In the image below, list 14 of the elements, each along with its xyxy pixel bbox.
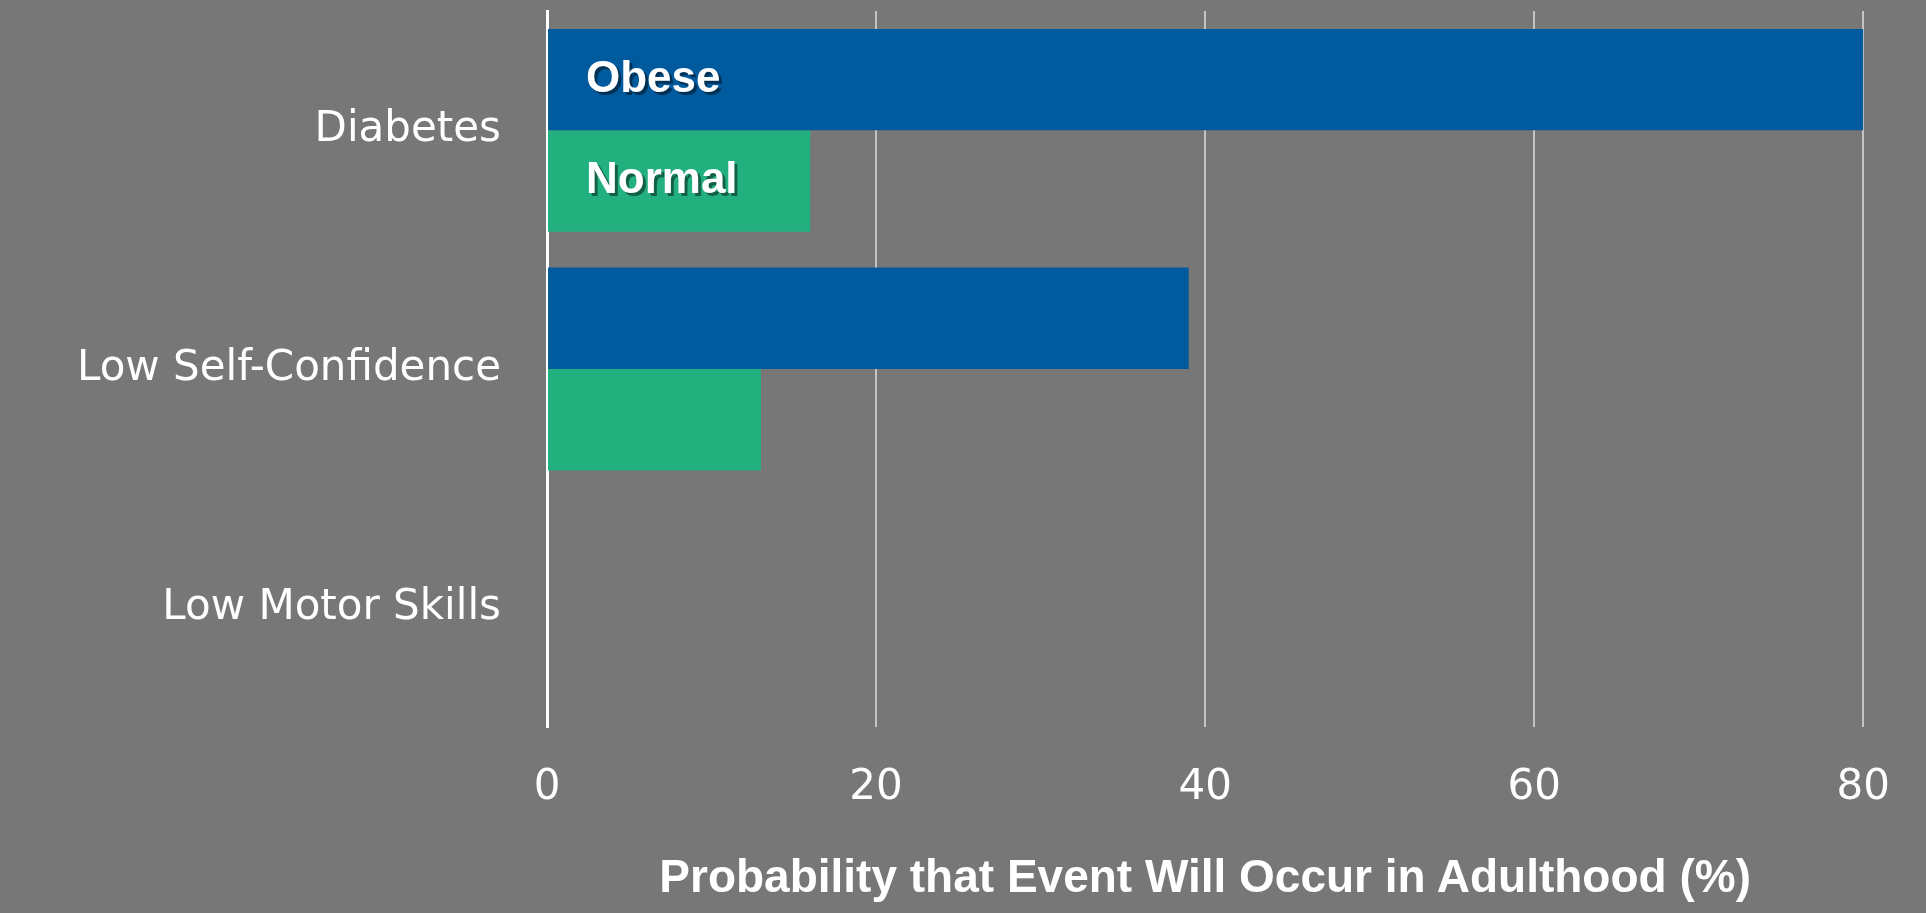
bar	[548, 369, 761, 471]
bar	[548, 28, 1864, 131]
series-label: Normal	[586, 153, 738, 203]
x-tick-label: 0	[533, 760, 561, 810]
x-tick-label: 40	[1178, 760, 1232, 810]
x-tick-label: 20	[849, 760, 903, 810]
x-axis-title: Probability that Event Will Occur in Adulthood (%)	[659, 850, 1751, 903]
y-tick-label: Diabetes	[314, 102, 501, 152]
x-tick-label: 60	[1507, 760, 1561, 810]
series-label: Obese	[586, 51, 721, 101]
y-tick-label: Low Self-Confidence	[76, 340, 501, 390]
x-tick-label: 80	[1836, 760, 1890, 810]
bar	[548, 267, 1189, 369]
y-tick-label: Low Motor Skills	[162, 579, 501, 629]
